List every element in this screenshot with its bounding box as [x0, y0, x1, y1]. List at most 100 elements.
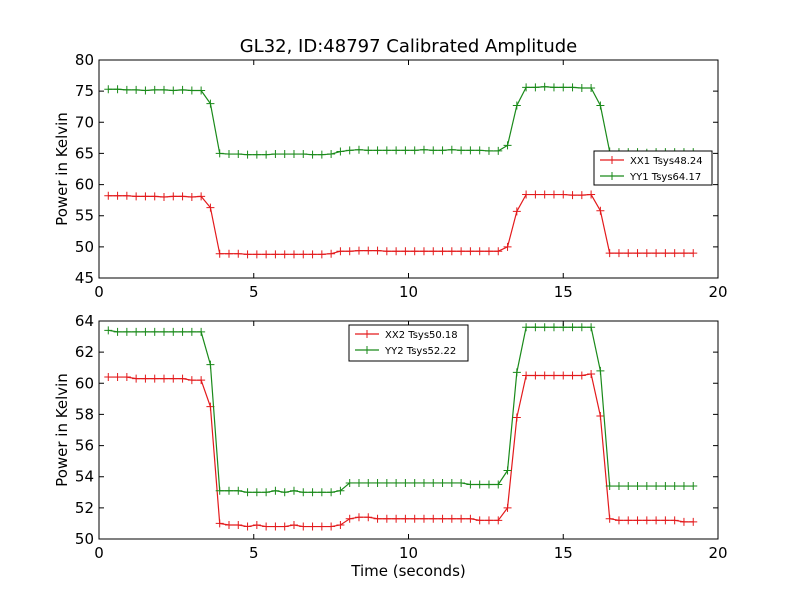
data-point	[494, 247, 503, 256]
data-point	[438, 478, 447, 487]
data-point	[559, 83, 568, 92]
panel-1: 0 5 10 15 20 45 50 55 60 65 70 75 80 GL32, ID:48797 C…	[53, 36, 728, 301]
x-tick-label: 5	[249, 283, 259, 301]
data-point	[652, 482, 661, 491]
data-point	[373, 514, 382, 523]
data-point	[299, 522, 308, 531]
data-point	[159, 327, 168, 336]
chart-title: GL32, ID:48797 Calibrated Amplitude	[240, 36, 578, 57]
data-point	[466, 514, 475, 523]
data-point	[169, 327, 178, 336]
data-point	[364, 146, 373, 155]
y-tick-label: 58	[75, 405, 94, 423]
data-point	[215, 149, 224, 158]
data-point	[187, 193, 196, 202]
data-point	[475, 146, 484, 155]
data-point	[354, 246, 363, 255]
data-point	[484, 480, 493, 489]
data-point	[568, 371, 577, 380]
data-point	[549, 190, 558, 199]
data-point	[364, 513, 373, 522]
y-tick-label: 56	[75, 437, 94, 455]
data-point	[624, 249, 633, 258]
y-tick-label: 64	[75, 312, 94, 330]
data-point	[512, 413, 521, 422]
data-point	[364, 246, 373, 255]
data-point	[252, 520, 261, 529]
y-tick-label: 50	[75, 530, 94, 548]
data-point	[113, 85, 122, 94]
data-point	[642, 516, 651, 525]
legend: XX1 Tsys48.24 YY1 Tsys64.17	[593, 150, 713, 186]
data-point	[614, 516, 623, 525]
data-point	[419, 514, 428, 523]
data-point	[475, 247, 484, 256]
data-point	[271, 250, 280, 259]
data-point	[670, 482, 679, 491]
data-point	[354, 478, 363, 487]
data-point	[633, 249, 642, 258]
data-point	[187, 376, 196, 385]
panel-2: 0 5 10 15 20 50 52 54 56 58 60 62 64 Power in Kelvin T…	[53, 312, 728, 580]
y-tick-label: 45	[75, 269, 94, 287]
data-point	[122, 373, 131, 382]
data-point	[224, 486, 233, 495]
data-point	[429, 478, 438, 487]
data-point	[466, 247, 475, 256]
data-point	[206, 360, 215, 369]
data-point	[689, 517, 698, 526]
data-point	[327, 150, 336, 159]
legend-label: XX2 Tsys50.18	[385, 330, 458, 341]
data-point	[689, 249, 698, 258]
legend-marker	[363, 346, 371, 354]
data-point	[596, 366, 605, 375]
data-point	[392, 514, 401, 523]
data-point	[299, 488, 308, 497]
series-line-1	[108, 373, 694, 528]
data-point	[280, 488, 289, 497]
data-point	[652, 516, 661, 525]
data-point	[568, 83, 577, 92]
data-point	[466, 480, 475, 489]
data-point	[484, 247, 493, 256]
series-line-2	[108, 326, 694, 493]
legend-marker	[363, 330, 371, 338]
data-point	[494, 516, 503, 525]
data-point	[447, 514, 456, 523]
data-point	[410, 514, 419, 523]
data-point	[336, 247, 345, 256]
data-point	[401, 146, 410, 155]
data-point	[503, 503, 512, 512]
data-point	[679, 249, 688, 258]
data-point	[522, 371, 531, 380]
data-point	[159, 193, 168, 202]
data-point	[382, 478, 391, 487]
data-point	[197, 192, 206, 201]
data-point	[104, 191, 113, 200]
data-point	[642, 249, 651, 258]
data-point	[280, 150, 289, 159]
y-tick-label: 60	[75, 374, 94, 392]
data-point	[178, 327, 187, 336]
data-point	[475, 480, 484, 489]
data-point	[419, 478, 428, 487]
data-point	[429, 146, 438, 155]
data-point	[549, 371, 558, 380]
data-point	[596, 101, 605, 110]
data-point	[336, 520, 345, 529]
data-point	[410, 478, 419, 487]
y-tick-label: 70	[75, 113, 94, 131]
data-point	[224, 150, 233, 159]
data-point	[457, 514, 466, 523]
data-point	[141, 374, 150, 383]
data-point	[150, 192, 159, 201]
data-point	[132, 374, 141, 383]
data-point	[289, 250, 298, 259]
x-tick-label: 0	[94, 544, 104, 562]
data-point	[197, 86, 206, 95]
data-point	[317, 250, 326, 259]
data-point	[150, 374, 159, 383]
data-point	[215, 519, 224, 528]
data-point	[104, 373, 113, 382]
data-point	[132, 85, 141, 94]
